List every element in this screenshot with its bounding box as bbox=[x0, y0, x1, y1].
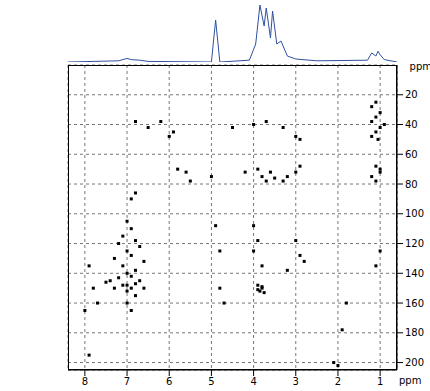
svg-text:100: 100 bbox=[405, 208, 422, 219]
svg-text:2: 2 bbox=[335, 376, 341, 387]
svg-text:200: 200 bbox=[405, 357, 422, 368]
svg-text:60: 60 bbox=[405, 149, 418, 160]
svg-text:6: 6 bbox=[166, 376, 172, 387]
svg-text:8: 8 bbox=[82, 376, 88, 387]
svg-text:140: 140 bbox=[405, 268, 422, 279]
svg-text:ppm: ppm bbox=[399, 375, 421, 386]
svg-text:80: 80 bbox=[405, 179, 418, 190]
svg-text:4: 4 bbox=[250, 376, 256, 387]
svg-text:5: 5 bbox=[208, 376, 214, 387]
svg-text:40: 40 bbox=[405, 119, 418, 130]
svg-text:1: 1 bbox=[377, 376, 383, 387]
svg-text:7: 7 bbox=[124, 376, 130, 387]
svg-text:3: 3 bbox=[293, 376, 299, 387]
svg-text:160: 160 bbox=[405, 298, 422, 309]
svg-text:180: 180 bbox=[405, 327, 422, 338]
svg-text:ppm: ppm bbox=[410, 61, 422, 72]
svg-text:20: 20 bbox=[405, 89, 418, 100]
svg-text:120: 120 bbox=[405, 238, 422, 249]
